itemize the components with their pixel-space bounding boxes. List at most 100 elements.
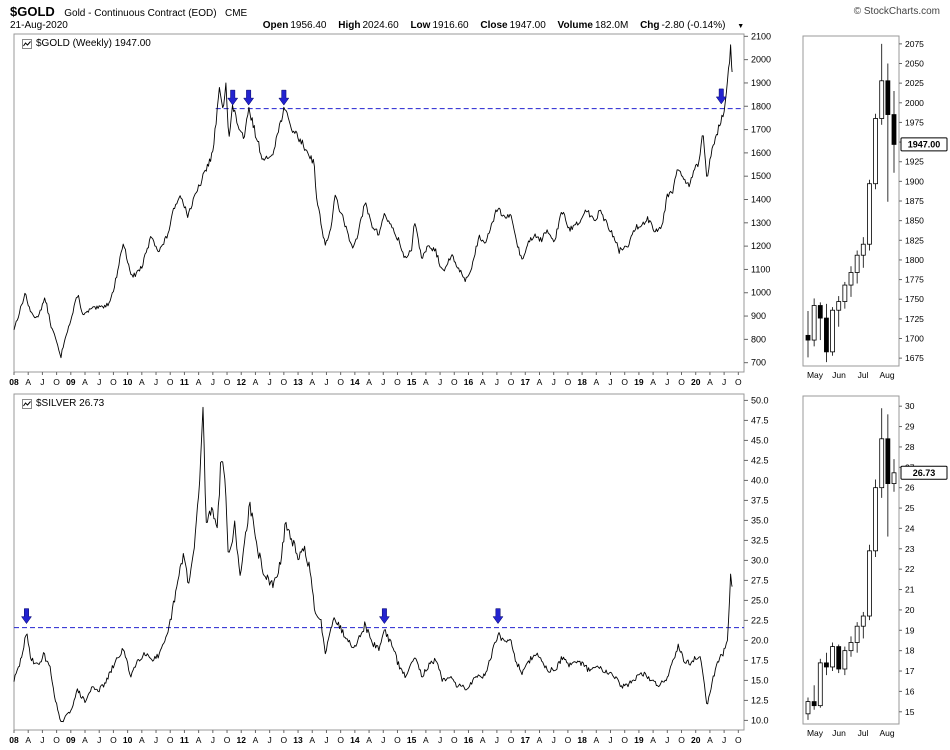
stat-label: Open xyxy=(262,20,289,31)
candle-body xyxy=(854,254,860,273)
gold-chart-title: $GOLD (Weekly) 1947.00 xyxy=(22,38,151,49)
axis-label: 22 xyxy=(905,564,915,574)
axis-label: J xyxy=(324,377,328,387)
x-axis: 08 A J O 09 A J O 10 A J O 11 A J O 12 A J O 13 A J O 14 A J O 15 A J O… xyxy=(9,730,742,745)
y-axis: 2100 2000 1900 1800 1700 1600 1500 1400 1300 1200… xyxy=(744,31,771,368)
axis-label: O xyxy=(451,735,458,745)
axis-label: 18 xyxy=(577,377,587,387)
axis-label: A xyxy=(366,735,372,745)
axis-label: O xyxy=(110,377,117,387)
axis-label: 13 xyxy=(293,735,303,745)
axis-label: O xyxy=(337,377,344,387)
silver-chart-title: $SILVER 26.73 xyxy=(22,398,104,409)
axis-label: J xyxy=(722,735,726,745)
breakout-arrow-icon xyxy=(378,608,390,625)
chg-down-triangle-icon: ▼ xyxy=(737,23,745,30)
axis-label: A xyxy=(593,377,599,387)
candle-body xyxy=(860,243,866,256)
axis-label: 35.0 xyxy=(751,515,769,525)
axis-label: O xyxy=(508,735,515,745)
axis-label: 1825 xyxy=(905,235,924,245)
silver-zoom-inset-chart: 30292827262524232221201918171615MayJunJu… xyxy=(799,390,949,748)
axis-label: O xyxy=(281,377,288,387)
candle-body xyxy=(817,662,823,707)
axis-label: 1000 xyxy=(751,288,771,298)
axis-label: 27.5 xyxy=(751,575,769,585)
axis-label: 08 xyxy=(9,377,19,387)
axis-label: May xyxy=(807,728,824,738)
axis-label: A xyxy=(707,377,713,387)
candle-body xyxy=(873,118,878,185)
axis-label: 23 xyxy=(905,544,915,554)
axis-label: J xyxy=(608,377,612,387)
candle-body xyxy=(811,701,817,707)
axis-label: J xyxy=(552,735,556,745)
axis-label: 10 xyxy=(123,735,133,745)
axis-label: 20 xyxy=(691,735,701,745)
candle-body xyxy=(805,701,811,715)
stat-volume: Volume 182.0M xyxy=(558,20,629,31)
price-series xyxy=(13,44,733,359)
sharpchart-icon xyxy=(22,38,32,49)
axis-label: 16 xyxy=(464,377,474,387)
stat-value: -2.80 (-0.14%) xyxy=(661,20,726,31)
plot-border xyxy=(802,395,900,725)
axis-label: O xyxy=(394,377,401,387)
stat-label: Volume xyxy=(557,20,593,31)
axis-label: A xyxy=(82,377,88,387)
candle-body xyxy=(879,80,885,119)
candle-body xyxy=(830,309,835,353)
axis-label: 20.0 xyxy=(751,635,769,645)
silver-weekly-chart: $SILVER 26.73 50.0 47.5 45.0 42.5 40.0 37.5 35… xyxy=(8,390,802,748)
axis-label: A xyxy=(423,735,429,745)
axis-label: A xyxy=(537,735,543,745)
price-tag: 26.73 xyxy=(900,465,948,480)
axis-label: 2050 xyxy=(905,59,924,69)
axis-label: J xyxy=(438,735,442,745)
breakout-arrow-icon xyxy=(715,88,727,105)
sharpchart-icon xyxy=(22,398,32,409)
axis-label: O xyxy=(53,735,60,745)
symbol: $GOLD xyxy=(10,4,55,19)
axis-label: 32.5 xyxy=(751,535,769,545)
breakout-arrow-icon xyxy=(21,608,32,625)
axis-label: 2100 xyxy=(751,31,771,41)
silver-inset-svg: 30292827262524232221201918171615MayJunJu… xyxy=(802,395,948,738)
candlesticks xyxy=(805,408,897,720)
silver-main-svg: 50.0 47.5 45.0 42.5 40.0 37.5 35.0 32.5 30.0 27.5… xyxy=(9,393,769,745)
candle-body xyxy=(885,438,891,485)
candle-body xyxy=(848,272,854,286)
candle-body xyxy=(867,183,872,245)
axis-label: Jul xyxy=(858,728,869,738)
axis-label: 24 xyxy=(905,523,915,533)
axis-label: J xyxy=(154,735,158,745)
axis-label: 13 xyxy=(293,377,303,387)
axis-label: J xyxy=(722,377,726,387)
axis-label: J xyxy=(438,377,442,387)
copyright: © StockCharts.com xyxy=(853,6,940,17)
axis-label: A xyxy=(593,735,599,745)
axis-label: J xyxy=(97,735,101,745)
axis-label: J xyxy=(552,377,556,387)
axis-label: Aug xyxy=(879,370,894,380)
axis-label: 18 xyxy=(577,735,587,745)
axis-label: A xyxy=(139,735,145,745)
breakout-arrow-icon xyxy=(492,608,504,625)
plot-border xyxy=(13,393,745,731)
axis-label: 11 xyxy=(180,377,189,387)
axis-label: 09 xyxy=(66,735,76,745)
axis-label: 1750 xyxy=(905,294,924,304)
axis-label: A xyxy=(309,377,315,387)
exchange: CME xyxy=(224,8,248,19)
axis-label: 14 xyxy=(350,377,360,387)
stat-open: Open 1956.40 xyxy=(263,20,327,31)
axis-label: 1900 xyxy=(751,78,771,88)
stat-label: High xyxy=(338,20,361,31)
axis-label: J xyxy=(268,377,272,387)
axis-label: A xyxy=(480,377,486,387)
axis-label: A xyxy=(650,735,656,745)
candle-body xyxy=(891,472,897,485)
axis-label: J xyxy=(211,735,215,745)
axis-label: 30 xyxy=(905,401,915,411)
candle-body xyxy=(854,625,860,643)
